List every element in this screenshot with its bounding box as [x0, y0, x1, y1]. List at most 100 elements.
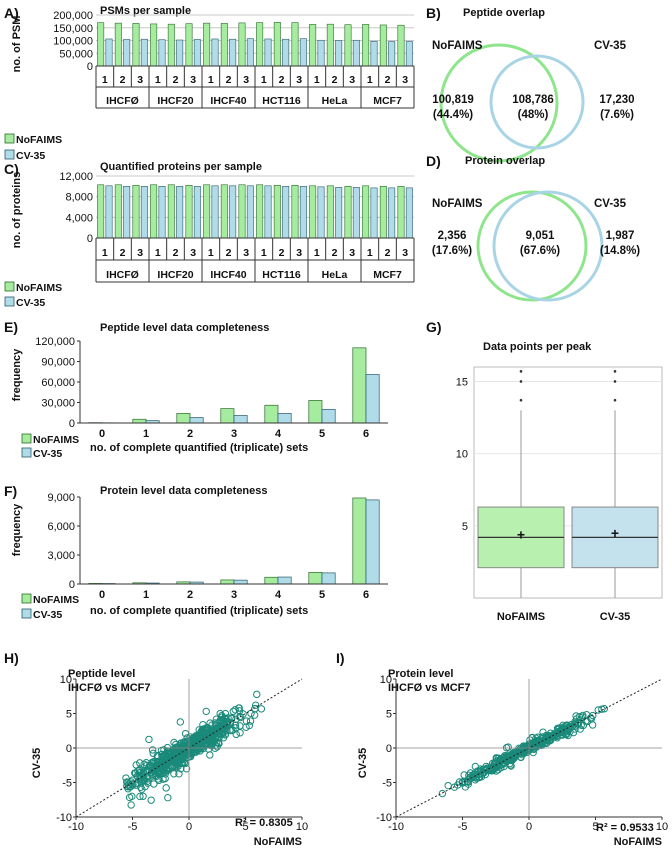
panel-f: F) Protein level data completeness frequ…: [4, 483, 388, 621]
x-tick-label: 4: [275, 428, 282, 440]
bar-cv35: [193, 186, 201, 239]
legend-cv35-swatch: [4, 149, 15, 160]
y-tick-label: 5: [66, 709, 72, 721]
replicate-label: 1: [314, 247, 320, 259]
bar-nofaims: [291, 185, 299, 239]
panel-e-yticks: 0 30,000 60,000 90,000 120,000: [35, 336, 81, 430]
panel-b-letter: B): [426, 5, 441, 21]
bar-cv35: [299, 186, 307, 239]
scatter-point: [229, 707, 237, 716]
y-tick-label: 12,000: [59, 171, 93, 183]
venn-d-left-pct: (17.6%): [432, 245, 472, 257]
panel-e-letter: E): [4, 319, 18, 335]
bar-nofaims: [344, 186, 352, 239]
scatter-point: [215, 724, 223, 732]
panel-g-letter: G): [426, 319, 442, 335]
panel-f-categories: 0 1 2 3 4 5 6: [99, 589, 369, 601]
replicate-label: 2: [279, 247, 285, 259]
bar-nofaims: [114, 184, 122, 239]
panel-e-ylabel: frequency: [11, 348, 23, 401]
y-tick-label: 10: [456, 449, 468, 461]
venn-b-nofaims-circle: [439, 43, 559, 163]
venn-b-mid-count: 108,786: [512, 94, 554, 106]
panel-a-ylabel: no. of PSM: [11, 16, 23, 73]
scatter-point: [236, 729, 244, 737]
bar-nofaims: [220, 23, 228, 67]
panel-h-r2: R² = 0.8305: [235, 817, 293, 829]
y-tick-label: 0: [66, 743, 72, 755]
bar-cv35: [140, 186, 148, 239]
scatter-point: [175, 745, 184, 754]
scatter-point: [228, 714, 236, 722]
scatter-point: [589, 711, 597, 720]
replicate-label: 3: [137, 74, 143, 86]
scatter-point: [236, 712, 244, 721]
bar-nofaims: [309, 185, 317, 239]
bar-cv35: [282, 186, 290, 239]
y-tick-label: 50,000: [59, 48, 93, 60]
scatter-point: [504, 743, 512, 751]
scatter-point: [461, 778, 469, 786]
scatter-point: [562, 729, 571, 738]
group-label: HCT116: [262, 95, 301, 107]
y-tick-label: 120,000: [35, 336, 75, 348]
scatter-point: [526, 745, 535, 753]
scatter-point: [257, 705, 266, 713]
bar-cv35: [352, 39, 360, 67]
y-tick-label: 8,000: [65, 192, 93, 204]
bar-cv35: [264, 185, 272, 239]
panel-h-title-2: IHCFØ vs MCF7: [68, 682, 151, 694]
bar-nofaims: [352, 497, 367, 585]
bar-nofaims: [264, 576, 279, 585]
group-label: MCF7: [373, 269, 402, 281]
scatter-point: [539, 728, 547, 736]
x-tick-label: -10: [388, 821, 404, 833]
panel-i-ylabel: CV-35: [357, 748, 369, 779]
scatter-point: [148, 746, 157, 754]
replicate-label: 3: [296, 247, 302, 259]
x-tick-label: 3: [231, 589, 237, 601]
bar-cv35: [229, 185, 237, 239]
venn-b-mid-pct: (48%): [518, 109, 549, 121]
scatter-point: [173, 760, 182, 769]
bar-nofaims: [309, 24, 317, 67]
scatter-point: [555, 724, 564, 732]
panel-g-cat-nofaims: NoFAIMS: [497, 611, 545, 623]
legend-nofaims-label: NoFAIMS: [16, 282, 62, 294]
scatter-point: [594, 706, 602, 714]
bar-nofaims: [132, 23, 140, 67]
panel-i-xlabel: NoFAIMS: [614, 836, 662, 848]
scatter-point: [574, 719, 583, 728]
bar-nofaims: [273, 185, 281, 239]
scatter-point: [216, 715, 225, 724]
scatter-point: [131, 769, 139, 777]
scatter-point: [186, 752, 194, 760]
scatter-point: [250, 711, 259, 719]
legend-nofaims-label: NoFAIMS: [16, 134, 62, 146]
bar-cv35: [365, 374, 380, 424]
scatter-point: [138, 785, 146, 793]
group-label: HeLa: [322, 95, 348, 107]
bar-cv35: [158, 39, 166, 67]
scatter-point: [129, 781, 137, 789]
bar-cv35: [335, 187, 343, 239]
y-tick-label: 6,000: [47, 521, 75, 533]
y-tick-label: 10: [60, 674, 72, 686]
bar-cv35: [335, 40, 343, 67]
bar-cv35: [282, 38, 290, 67]
scatter-point: [489, 763, 498, 771]
bar-nofaims: [308, 400, 323, 424]
bar-cv35: [233, 579, 248, 585]
bar-nofaims: [132, 418, 147, 424]
scatter-point: [553, 734, 561, 742]
outlier-point: [519, 370, 523, 373]
plot-frame: [473, 366, 663, 599]
bar-nofaims: [167, 184, 175, 239]
scatter-point: [530, 738, 538, 746]
x-tick-label: 10: [656, 821, 668, 833]
x-tick-label: -5: [128, 821, 138, 833]
scatter-point: [176, 718, 185, 726]
outlier-point: [613, 380, 617, 383]
y-tick-label: 10: [380, 674, 392, 686]
